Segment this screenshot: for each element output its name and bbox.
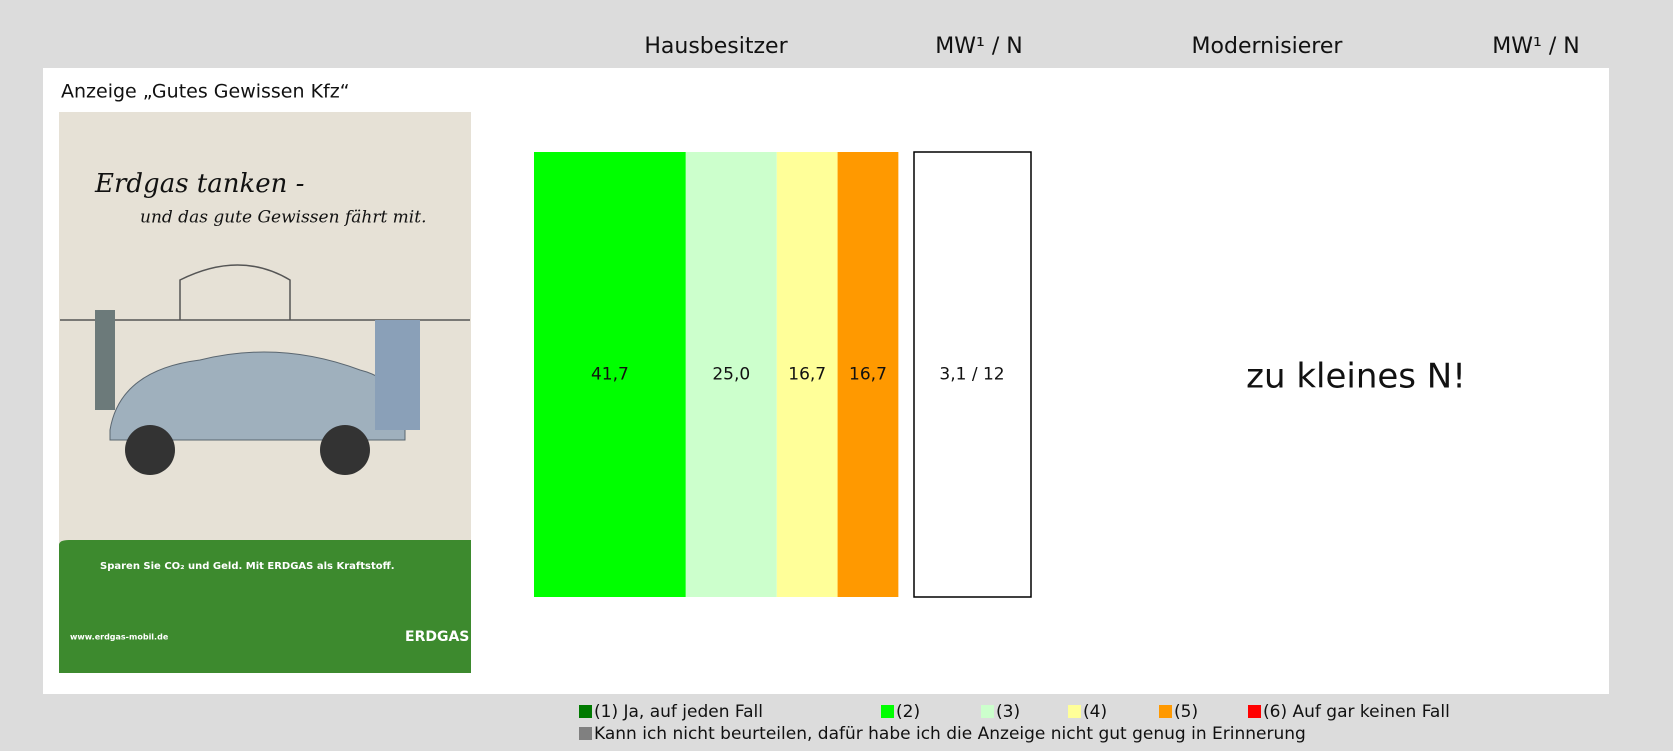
ad-image: Erdgas tanken - und das gute Gewissen fä… [59, 112, 471, 673]
value-label: 16,7 [788, 365, 826, 385]
mw-header: MW¹ / N [935, 34, 1022, 59]
bar-segment [534, 152, 686, 597]
ad-sketch-station [179, 264, 291, 320]
legend-label: (5) [1174, 702, 1198, 722]
legend-swatch [1068, 705, 1081, 718]
ad-headline: Erdgas tanken - [94, 169, 304, 199]
bar-segment [776, 152, 838, 597]
value-label: 16,7 [849, 365, 887, 385]
value-label: 41,7 [591, 365, 629, 385]
ad-person [95, 310, 115, 410]
mw-header: MW¹ / N [1492, 34, 1579, 59]
ad-subline: und das gute Gewissen fährt mit. [140, 208, 426, 228]
bar-segment [837, 152, 899, 597]
annotation: zu kleines N! [1246, 357, 1466, 397]
legend-label: (2) [896, 702, 920, 722]
ad-claim: Sparen Sie CO₂ und Geld. Mit ERDGAS als … [100, 561, 395, 572]
category-header: Modernisierer [1192, 34, 1344, 59]
mw-box [913, 151, 1032, 598]
bar-segment [685, 152, 777, 597]
value-label: 25,0 [712, 365, 750, 385]
ad-url: www.erdgas-mobil.de [70, 633, 169, 642]
category-header: Hausbesitzer [644, 34, 788, 59]
legend-swatch [981, 705, 994, 718]
legend-swatch [579, 727, 592, 740]
ad-wheel [125, 425, 175, 475]
legend-swatch [1248, 705, 1261, 718]
legend-swatch [579, 705, 592, 718]
chart-title: Anzeige „Gutes Gewissen Kfz“ [61, 81, 350, 103]
ad-green-area [59, 540, 471, 673]
legend-label: (3) [996, 702, 1020, 722]
mw-label: 3,1 / 12 [939, 365, 1004, 385]
legend-swatch [881, 705, 894, 718]
ad-brand: ERDGAS [405, 629, 469, 645]
ad-family [375, 320, 420, 430]
legend-label: (1) Ja, auf jeden Fall [594, 702, 763, 722]
legend-swatch [1159, 705, 1172, 718]
legend-label: (4) [1083, 702, 1107, 722]
legend-label: (6) Auf gar keinen Fall [1263, 702, 1450, 722]
legend-label: Kann ich nicht beurteilen, dafür habe ic… [594, 724, 1306, 744]
ad-wheel [320, 425, 370, 475]
